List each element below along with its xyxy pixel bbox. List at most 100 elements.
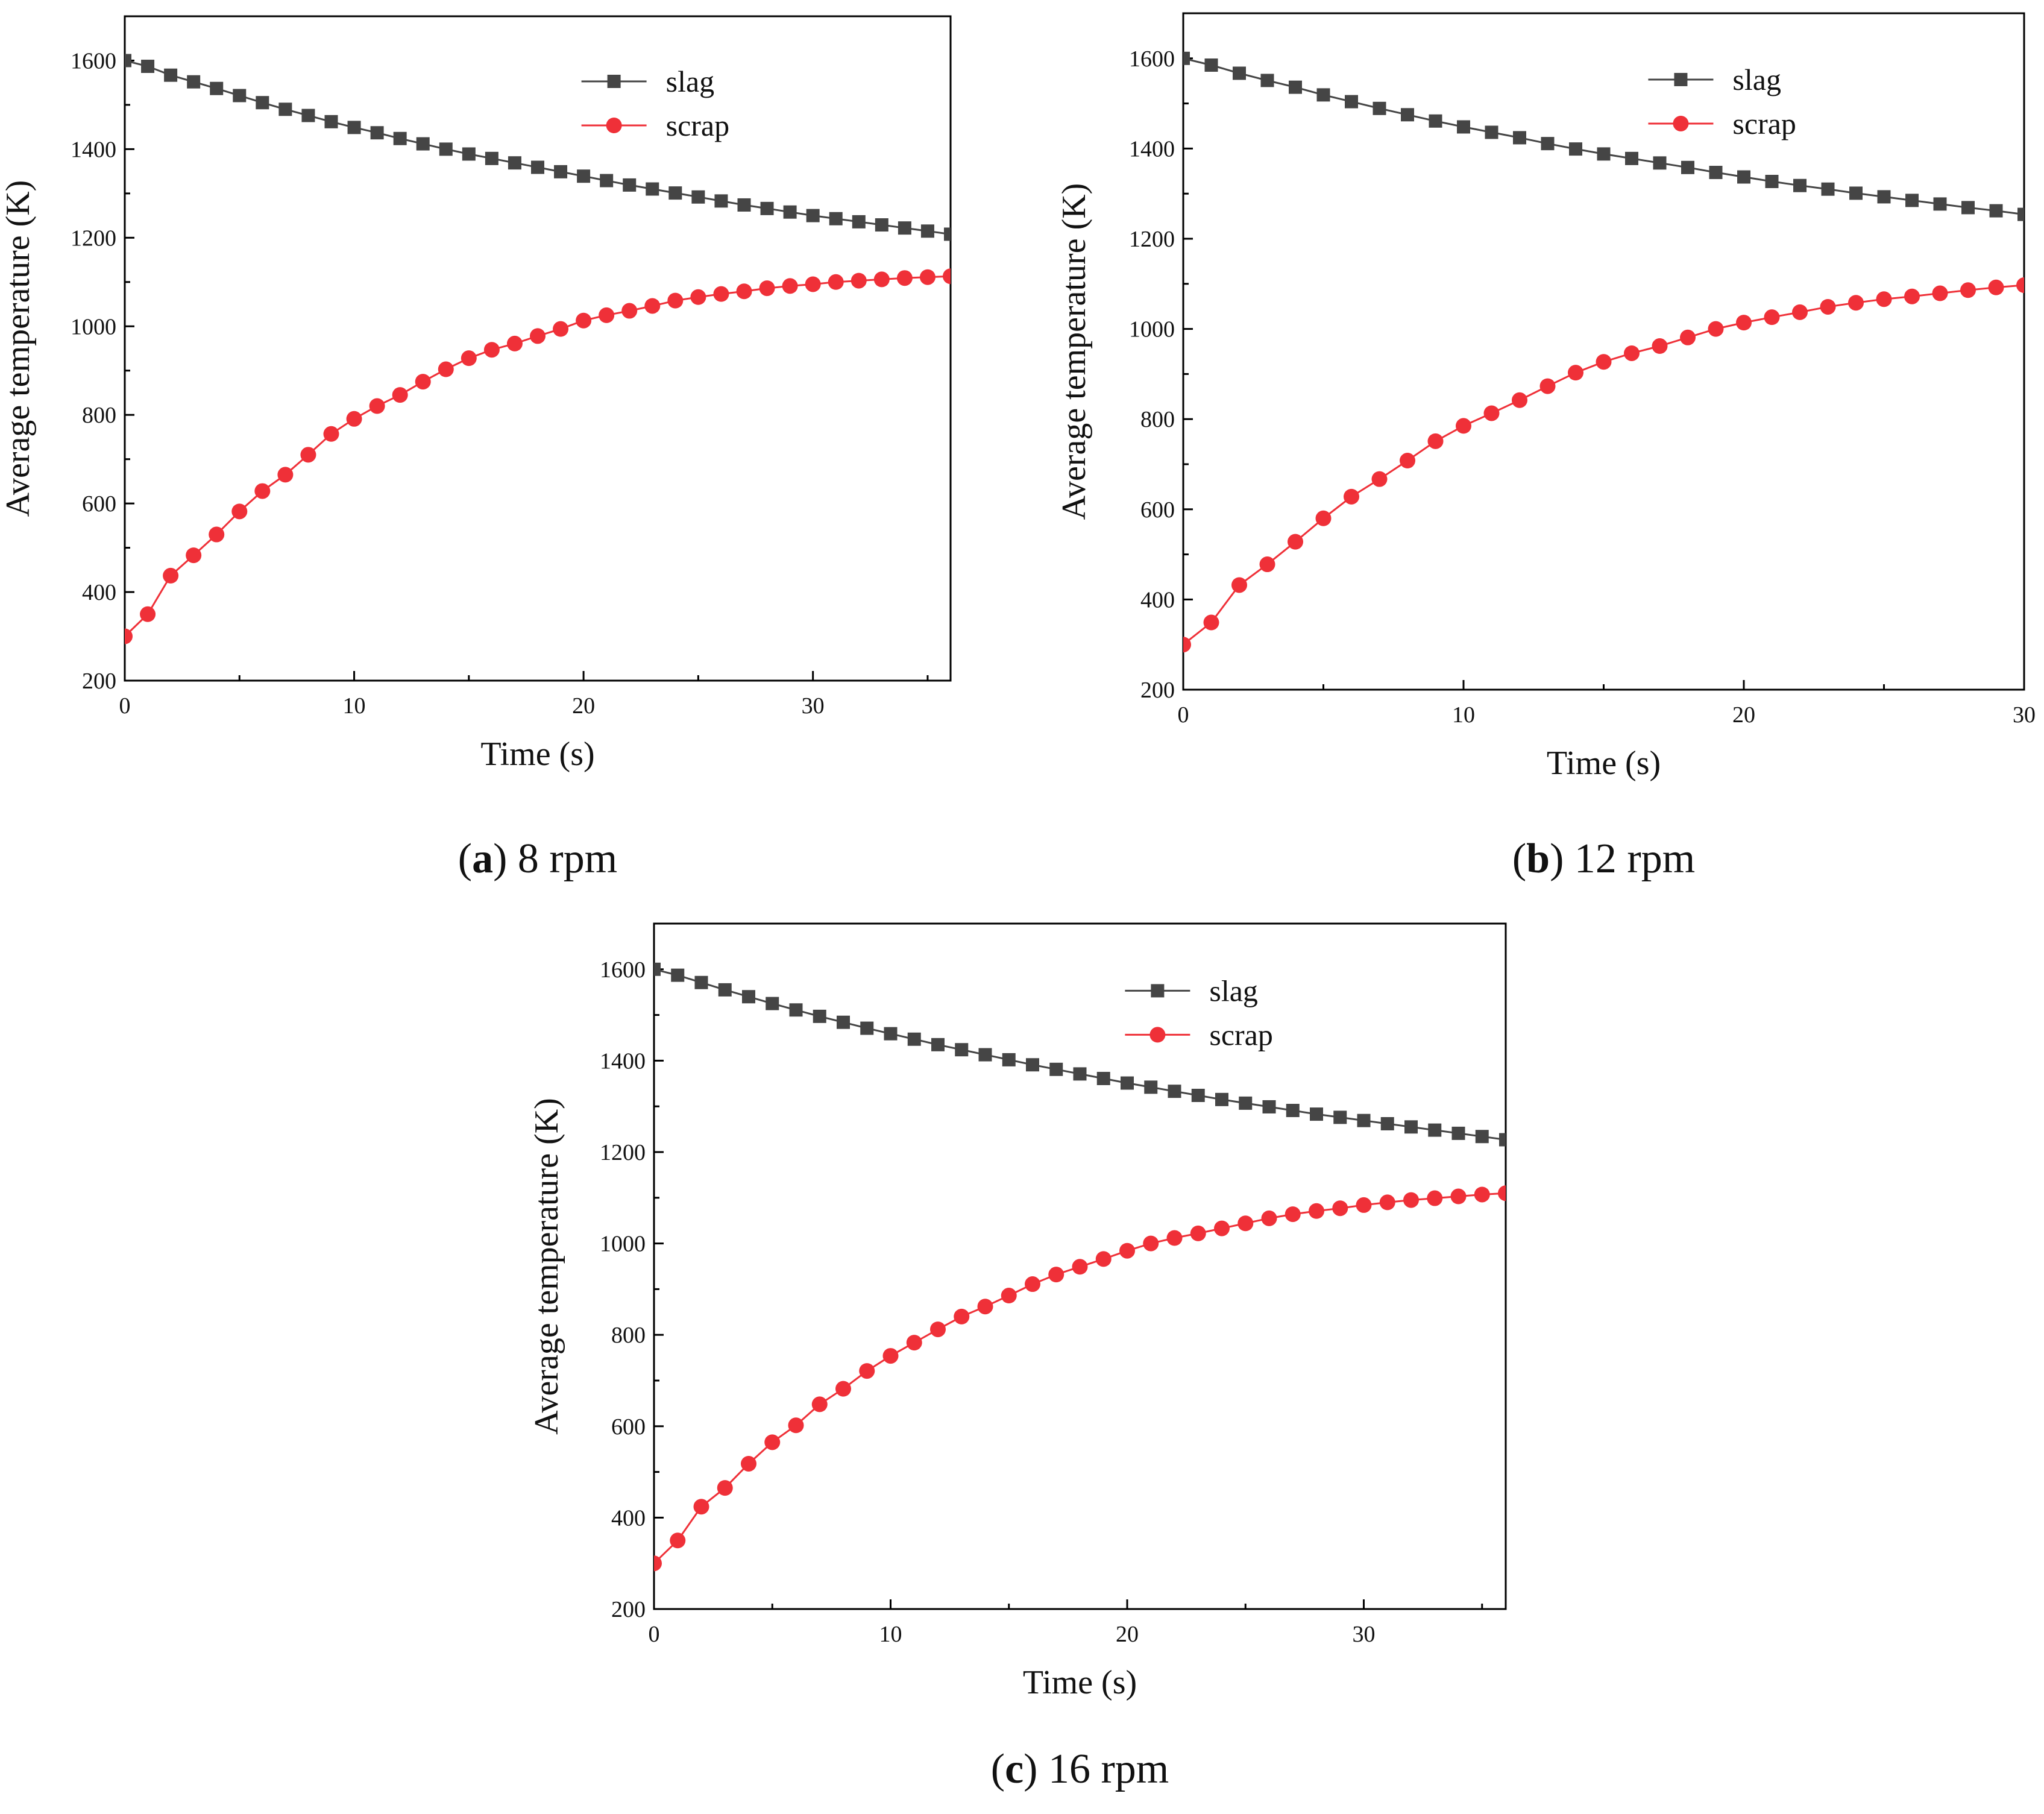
legend: slag scrap (581, 65, 729, 142)
data-point-slag (1289, 80, 1302, 94)
data-point-slag (1428, 1123, 1442, 1137)
data-point-slag (141, 60, 155, 74)
data-point-scrap (1356, 1197, 1372, 1213)
data-point-slag (1765, 175, 1779, 189)
data-point-scrap (1988, 279, 2004, 295)
data-point-scrap (811, 1396, 828, 1412)
data-point-scrap (576, 312, 592, 329)
data-point-scrap (530, 328, 546, 344)
data-point-scrap (828, 274, 844, 290)
plot-area (1183, 51, 2024, 653)
y-tick-label: 1600 (600, 957, 646, 983)
data-point-slag (1204, 58, 1218, 72)
data-point-slag (1961, 201, 1975, 215)
data-point-scrap (690, 289, 706, 305)
data-point-slag (1597, 147, 1611, 161)
data-point-scrap (670, 1532, 686, 1549)
data-point-scrap (186, 547, 202, 564)
data-point-slag (1310, 1107, 1323, 1121)
data-point-slag (1653, 156, 1667, 170)
data-point-slag (654, 962, 661, 976)
caption-letter: a (472, 836, 493, 882)
data-point-scrap (1498, 1185, 1506, 1201)
legend: slag scrap (1648, 63, 1796, 140)
data-point-slag (324, 115, 338, 128)
data-point-scrap (1261, 1210, 1277, 1226)
data-point-scrap (1309, 1203, 1324, 1219)
data-point-scrap (1708, 321, 1724, 337)
data-point-slag (978, 1048, 992, 1062)
data-point-slag (554, 165, 568, 178)
data-point-scrap (621, 303, 638, 319)
x-tick-label: 0 (119, 693, 131, 719)
caption-open-paren: ( (991, 1746, 1005, 1792)
legend-label-scrap: scrap (1209, 1018, 1273, 1051)
data-point-scrap (599, 307, 615, 323)
data-point-scrap (654, 1555, 662, 1572)
y-tick-label: 1200 (71, 225, 116, 251)
data-point-scrap (882, 1348, 899, 1364)
y-tick-label: 200 (611, 1597, 646, 1622)
data-point-scrap (693, 1499, 709, 1515)
data-point-scrap (1568, 365, 1583, 381)
data-point-slag (256, 96, 269, 110)
data-point-scrap (1848, 295, 1864, 311)
data-point-slag (742, 990, 755, 1004)
caption-close-paren: ) (1024, 1746, 1037, 1792)
y-axis-label: Average temperature (K) (0, 180, 37, 517)
y-tick-label: 1600 (1129, 46, 1175, 72)
data-point-scrap (1288, 534, 1303, 550)
data-point-slag (837, 1015, 850, 1029)
data-point-scrap (323, 426, 339, 442)
data-point-slag (1513, 131, 1526, 145)
x-tick-label: 0 (1178, 702, 1189, 728)
caption-text: 12 rpm (1564, 836, 1695, 882)
data-point-scrap (1427, 1190, 1443, 1206)
legend-label-slag: slag (1732, 63, 1781, 96)
data-point-scrap (1652, 338, 1668, 354)
data-point-slag (766, 997, 779, 1010)
data-point-scrap (1315, 510, 1332, 526)
data-point-scrap (713, 286, 729, 302)
data-point-slag (508, 156, 521, 170)
data-point-slag (1625, 151, 1638, 165)
data-point-scrap (461, 350, 477, 367)
data-point-scrap (1876, 291, 1892, 307)
data-point-slag (1429, 114, 1442, 128)
data-point-scrap (553, 321, 569, 337)
data-point-scrap (2016, 277, 2024, 294)
data-point-slag (1933, 197, 1947, 211)
data-point-scrap (644, 298, 661, 314)
x-tick-label: 30 (802, 693, 825, 719)
data-point-scrap (1072, 1259, 1088, 1275)
data-point-slag (920, 224, 934, 238)
data-point-slag (907, 1032, 921, 1046)
data-point-scrap (209, 526, 225, 543)
data-point-slag (577, 169, 591, 183)
data-point-slag (1286, 1104, 1300, 1118)
y-tick-label: 200 (82, 669, 116, 694)
plot-frame (653, 922, 1507, 1610)
data-point-slag (955, 1043, 969, 1057)
data-point-scrap (896, 270, 913, 286)
data-point-scrap (1025, 1276, 1040, 1293)
y-axis-label: Average temperature (K) (528, 1098, 565, 1435)
data-point-slag (1333, 1110, 1347, 1124)
data-point-scrap (1596, 354, 1612, 370)
panel-caption: (b) 12 rpm (1512, 836, 1695, 882)
data-point-scrap (1400, 453, 1415, 469)
data-point-scrap (125, 628, 133, 644)
data-point-scrap (1203, 614, 1219, 631)
data-point-scrap (667, 292, 684, 309)
legend-marker-slag (1674, 72, 1688, 86)
data-point-scrap (1820, 298, 1836, 315)
data-point-scrap (788, 1417, 804, 1434)
data-point-scrap (1231, 577, 1247, 593)
x-tick-label: 10 (343, 693, 366, 719)
data-point-scrap (1371, 471, 1388, 487)
y-tick-label: 1200 (1129, 227, 1175, 252)
data-point-slag (1380, 1117, 1394, 1131)
data-point-slag (1989, 204, 2003, 218)
data-point-scrap (1512, 392, 1527, 408)
